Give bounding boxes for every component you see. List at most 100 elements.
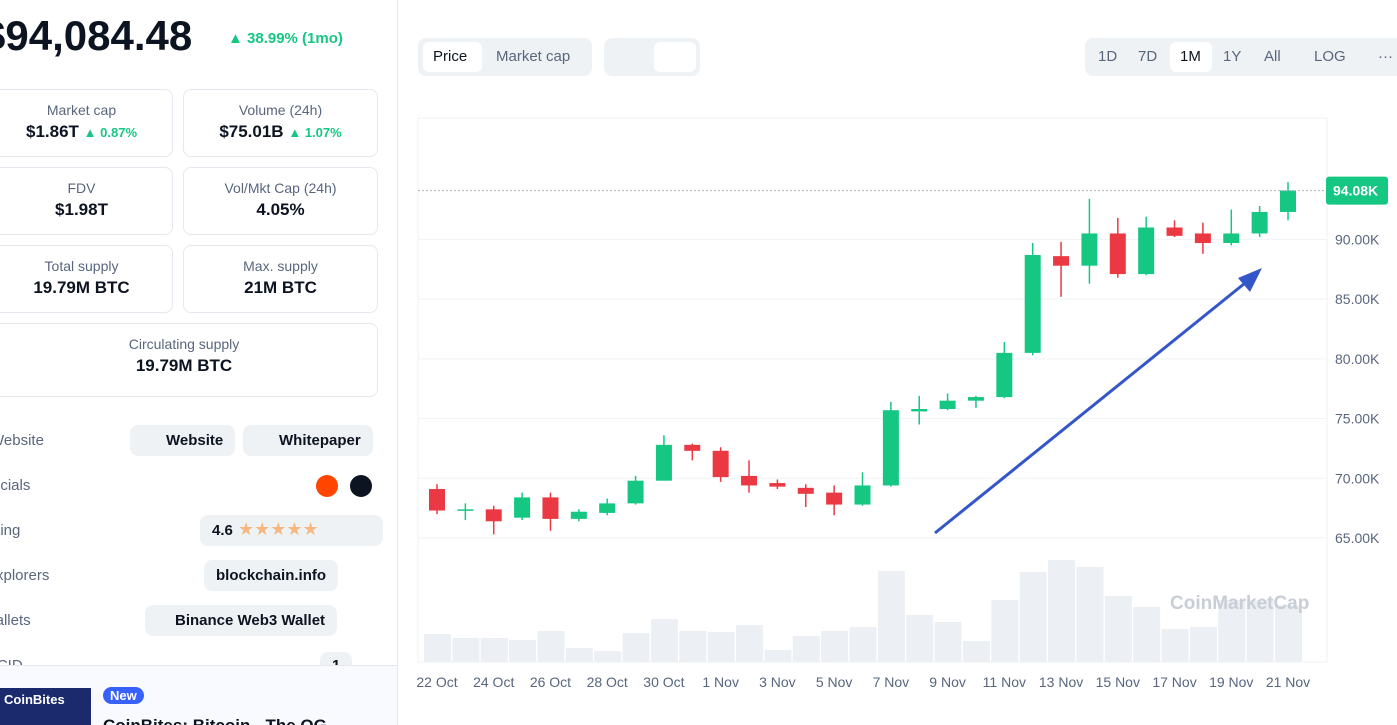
link[interactable]: Binance Web3 Wallet [145, 605, 338, 636]
row-label: Explorers [0, 567, 50, 584]
log-button[interactable]: LOG [1314, 48, 1346, 65]
volume-bar [1104, 596, 1132, 662]
x-tick-label: 22 Oct [416, 674, 457, 690]
x-tick-label: 28 Oct [587, 674, 628, 690]
x-tick-label: 1 Nov [702, 674, 739, 690]
volume-bar [1076, 567, 1104, 662]
link[interactable]: Website [130, 425, 236, 456]
candle-body [684, 444, 701, 451]
volume-bar [991, 600, 1019, 662]
link[interactable]: Whitepaper [243, 425, 373, 456]
candle-body [514, 497, 531, 518]
candle-body [712, 450, 729, 478]
volume-bar [821, 631, 849, 662]
reddit-icon[interactable] [316, 475, 338, 497]
range-button[interactable]: All [1264, 48, 1281, 65]
row-label: Wallets [0, 612, 31, 629]
card-label: Market cap [46, 102, 117, 118]
card-label: Vol/Mkt Cap (24h) [224, 180, 337, 196]
volume-bar [764, 650, 792, 662]
x-tick-label: 26 Oct [530, 674, 571, 690]
link[interactable]: blockchain.info [204, 560, 339, 591]
y-tick-label: 80.00K [1335, 351, 1380, 367]
candle-body [1109, 233, 1126, 275]
divider [397, 0, 398, 725]
range-button[interactable]: 7D [1138, 48, 1158, 65]
volume-bar [650, 619, 678, 662]
volume-bar [1161, 629, 1189, 662]
y-tick-label: 75.00K [1335, 411, 1380, 427]
badge: New [103, 687, 144, 704]
candle-body [542, 497, 559, 519]
row-label: Website [0, 432, 44, 449]
card-value: $1.86T [25, 122, 79, 141]
volume-bar [565, 648, 593, 662]
row-label: Rating [0, 522, 21, 539]
card-value: 4.05% [256, 200, 305, 219]
volume-bar [537, 631, 565, 662]
candle-body [741, 475, 758, 486]
candle-body [1024, 254, 1041, 353]
candle-body [996, 352, 1013, 398]
volume-bar [480, 638, 508, 662]
volume-bar [707, 632, 735, 662]
candle-body [911, 409, 928, 412]
x-tick-label: 19 Nov [1209, 674, 1253, 690]
volume-bar [622, 633, 650, 662]
candle-body [1280, 190, 1296, 212]
volume-bar [1189, 627, 1217, 662]
volume-bar [792, 636, 820, 662]
plot-frame [417, 117, 1328, 663]
change-text: 38.99% (1mo) [247, 30, 343, 47]
card-label: FDV [67, 180, 96, 196]
card-change: ▲ 1.07% [288, 125, 342, 140]
view-button[interactable]: Market cap [496, 48, 571, 65]
more-button[interactable]: ··· [1378, 48, 1393, 65]
candle-body [1138, 227, 1155, 275]
x-tick-label: 21 Nov [1266, 674, 1310, 690]
card-value: 19.79M BTC [33, 278, 130, 297]
range-button[interactable]: 1Y [1223, 48, 1242, 65]
volume-bar [1275, 605, 1302, 662]
candle-body [1194, 233, 1211, 244]
x-tick-label: 5 Nov [816, 674, 853, 690]
price-tag-label: 94.08K [1333, 183, 1378, 199]
price: $94,084.48 [0, 12, 193, 59]
stat-card: Max. supply 21M BTC [183, 245, 378, 313]
x-tick-label: 24 Oct [473, 674, 514, 690]
card-value: 21M BTC [244, 278, 317, 297]
range-button[interactable]: 1M [1180, 48, 1201, 65]
volume-bar [906, 615, 934, 662]
range-toggle [1085, 38, 1397, 76]
volume-bar [849, 627, 877, 662]
card-value: 19.79M BTC [135, 356, 233, 375]
volume-bar [736, 625, 764, 662]
x-tick-label: 15 Nov [1096, 674, 1140, 690]
selected [1170, 42, 1212, 72]
candle-body [882, 410, 899, 486]
candle-body [769, 483, 786, 487]
x-tick-label: 17 Nov [1152, 674, 1196, 690]
stat-card: Total supply 19.79M BTC [0, 245, 173, 313]
candle-body [1053, 256, 1070, 266]
volume-bar [1246, 600, 1274, 662]
volume-bar [1019, 572, 1047, 662]
volume-bar [424, 634, 451, 662]
candle-body [599, 503, 616, 513]
view-button[interactable]: Price [433, 48, 468, 65]
watermark: CoinMarketCap [1170, 593, 1309, 614]
candle-body [429, 489, 445, 511]
range-button[interactable]: 1D [1098, 48, 1118, 65]
candle-body [797, 487, 814, 494]
card-value: $75.01B [219, 122, 284, 141]
circulating-card: Circulating supply 19.79M BTC [0, 323, 378, 397]
candle-body [570, 511, 587, 519]
card-change: ▲ 0.87% [83, 125, 138, 140]
price-tag [1326, 176, 1388, 205]
candle-body [826, 492, 843, 505]
stat-card: Market cap $1.86T ▲ 0.87% [0, 89, 173, 157]
banner[interactable]: CoinBites New CoinBites: Bitcoin - The O… [0, 665, 397, 725]
github-icon[interactable] [350, 475, 372, 497]
change-text: 1.07% [304, 125, 342, 140]
candle-body [1223, 233, 1240, 244]
